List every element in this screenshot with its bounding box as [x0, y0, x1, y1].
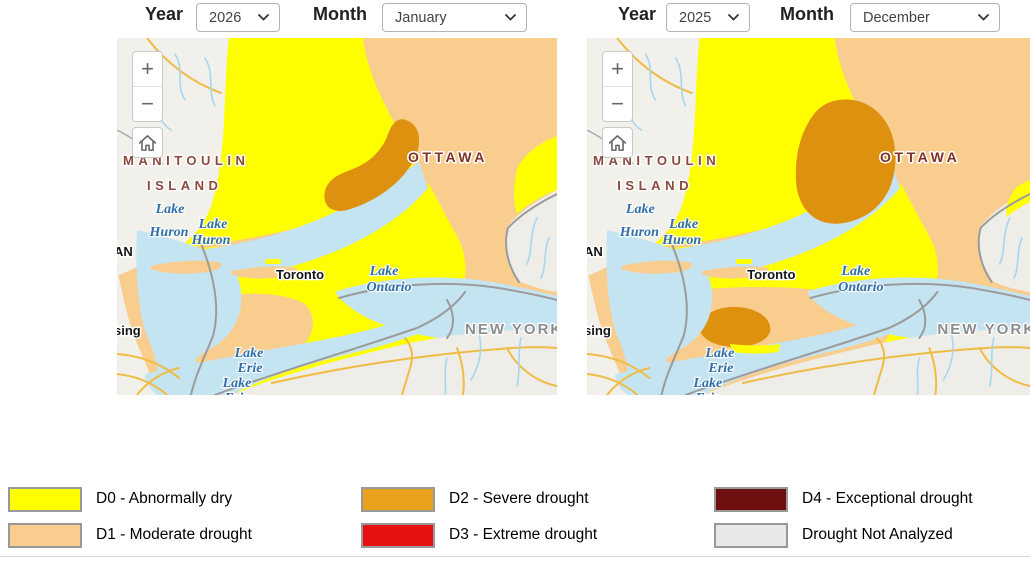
map-right[interactable]: MANITOULIN ISLAND OTTAWA Lake Huron Lake… — [587, 38, 1030, 395]
zoom-in-button[interactable]: + — [603, 52, 632, 87]
zoom-in-button[interactable]: + — [133, 52, 162, 87]
month-label: Month — [313, 4, 367, 24]
legend-item: D1 - Moderate drought — [8, 517, 361, 553]
map-canvas: MANITOULIN ISLAND OTTAWA Lake Huron Lake… — [117, 38, 557, 395]
month-label: Month — [780, 4, 834, 24]
map-canvas: MANITOULIN ISLAND OTTAWA Lake Huron Lake… — [587, 38, 1030, 395]
zoom-controls: + − — [132, 51, 163, 122]
legend-swatch-dna — [714, 522, 788, 548]
month-select[interactable]: December — [850, 3, 1000, 32]
year-label: Year — [618, 4, 657, 24]
year-select[interactable]: 2025 — [666, 3, 750, 32]
month-value: January — [395, 9, 447, 26]
legend-swatch-d3 — [361, 522, 435, 548]
legend-swatch-d0 — [8, 486, 82, 512]
legend-label: D0 - Abnormally dry — [96, 490, 233, 507]
minus-icon: − — [141, 91, 154, 116]
year-select[interactable]: 2026 — [196, 3, 280, 32]
zoom-out-button[interactable]: − — [133, 87, 162, 121]
legend-item: D4 - Exceptional drought — [714, 481, 973, 517]
home-extent-button[interactable] — [602, 127, 633, 158]
legend-item: Drought Not Analyzed — [714, 517, 973, 553]
legend-swatch-d2 — [361, 486, 435, 512]
legend-label: D1 - Moderate drought — [96, 526, 252, 543]
plus-icon: + — [611, 56, 624, 81]
home-extent-button[interactable] — [132, 127, 163, 158]
month-select[interactable]: January — [382, 3, 527, 32]
legend-label: D4 - Exceptional drought — [802, 490, 973, 507]
chevron-down-icon — [505, 14, 516, 21]
year-label: Year — [145, 4, 184, 24]
chevron-down-icon — [978, 14, 989, 21]
zoom-out-button[interactable]: − — [603, 87, 632, 121]
legend-item: D3 - Extreme drought — [361, 517, 714, 553]
zoom-controls: + − — [602, 51, 633, 122]
legend-label: Drought Not Analyzed — [802, 526, 953, 543]
year-value: 2025 — [679, 9, 712, 26]
plus-icon: + — [141, 56, 154, 81]
legend-swatch-d4 — [714, 486, 788, 512]
minus-icon: − — [611, 91, 624, 116]
legend-label: D2 - Severe drought — [449, 490, 589, 507]
month-value: December — [863, 9, 930, 26]
bottom-divider — [0, 556, 1030, 557]
legend-item: D2 - Severe drought — [361, 481, 714, 517]
home-icon — [608, 134, 627, 151]
legend-item: D0 - Abnormally dry — [8, 481, 361, 517]
map-left[interactable]: MANITOULIN ISLAND OTTAWA Lake Huron Lake… — [117, 38, 557, 395]
legend-swatch-d1 — [8, 522, 82, 548]
chevron-down-icon — [728, 14, 739, 21]
legend-label: D3 - Extreme drought — [449, 526, 598, 543]
year-value: 2026 — [209, 9, 242, 26]
home-icon — [138, 134, 157, 151]
chevron-down-icon — [258, 14, 269, 21]
drought-legend: D0 - Abnormally dry D1 - Moderate drough… — [8, 481, 973, 553]
